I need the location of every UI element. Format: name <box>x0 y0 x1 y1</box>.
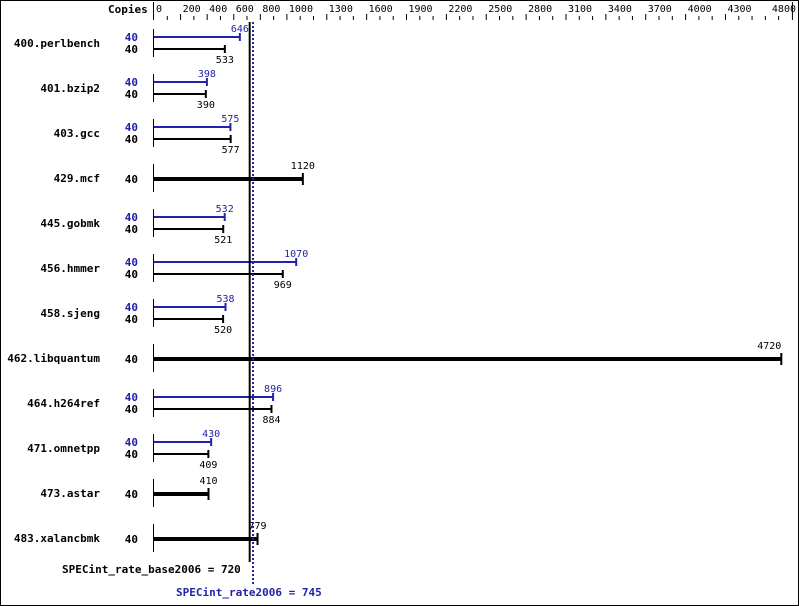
tick-label: 1300 <box>329 4 353 15</box>
peak-copies: 40 <box>125 301 138 314</box>
base-value: 1120 <box>291 161 315 172</box>
benchmark-label: 458.sjeng <box>40 307 100 320</box>
tick-label: 800 <box>262 4 280 15</box>
peak-copies: 40 <box>125 391 138 404</box>
benchmark-label: 403.gcc <box>54 127 100 140</box>
base-value: 577 <box>222 145 240 156</box>
base-copies: 40 <box>125 313 138 326</box>
axis-label: Copies <box>108 3 148 16</box>
peak-value: 532 <box>216 204 234 215</box>
base-copies: 40 <box>125 403 138 416</box>
peak-copies: 40 <box>125 31 138 44</box>
tick-label: 4800 <box>772 4 796 15</box>
tick-label: 3100 <box>568 4 592 15</box>
tick-label: 600 <box>236 4 254 15</box>
tick-label: 2800 <box>528 4 552 15</box>
peak-copies: 40 <box>125 436 138 449</box>
base-value: 884 <box>262 415 280 426</box>
tick-label: 4000 <box>688 4 712 15</box>
benchmark-label: 473.astar <box>40 487 100 500</box>
benchmark-label: 483.xalancbmk <box>14 532 100 545</box>
base-copies: 40 <box>125 88 138 101</box>
peak-copies: 40 <box>125 256 138 269</box>
benchmark-label: 429.mcf <box>54 172 100 185</box>
base-value: 521 <box>214 235 232 246</box>
peak-value: 1070 <box>284 249 308 260</box>
base-value: 410 <box>199 476 217 487</box>
tick-label: 400 <box>209 4 227 15</box>
benchmark-label: 471.omnetpp <box>27 442 100 455</box>
tick-label: 2500 <box>488 4 512 15</box>
tick-label: 2200 <box>448 4 472 15</box>
benchmark-label: 464.h264ref <box>27 397 100 410</box>
base-copies: 40 <box>125 43 138 56</box>
benchmark-label: 456.hmmer <box>40 262 100 275</box>
benchmark-label: 462.libquantum <box>7 352 100 365</box>
base-value: 4720 <box>757 341 781 352</box>
benchmark-label: 445.gobmk <box>40 217 100 230</box>
peak-value: 430 <box>202 429 220 440</box>
peak-copies: 40 <box>125 121 138 134</box>
base-copies: 40 <box>125 533 138 546</box>
benchmark-label: 401.bzip2 <box>40 82 100 95</box>
tick-label: 3400 <box>608 4 632 15</box>
peak-value: 398 <box>198 69 216 80</box>
benchmark-label: 400.perlbench <box>14 37 100 50</box>
base-copies: 40 <box>125 488 138 501</box>
base-value: 409 <box>199 460 217 471</box>
base-copies: 40 <box>125 448 138 461</box>
peak-value: 646 <box>231 24 249 35</box>
base-value: 520 <box>214 325 232 336</box>
base-copies: 40 <box>125 173 138 186</box>
tick-label: 1600 <box>369 4 393 15</box>
base-summary-label: SPECint_rate_base2006 = 720 <box>62 563 241 576</box>
base-copies: 40 <box>125 268 138 281</box>
base-copies: 40 <box>125 133 138 146</box>
peak-copies: 40 <box>125 211 138 224</box>
base-copies: 40 <box>125 223 138 236</box>
peak-summary-label: SPECint_rate2006 = 745 <box>176 586 322 599</box>
base-value: 969 <box>274 280 292 291</box>
tick-label: 4300 <box>727 4 751 15</box>
tick-label: 200 <box>183 4 201 15</box>
peak-value: 575 <box>221 114 239 125</box>
base-value: 533 <box>216 55 234 66</box>
tick-label: 1900 <box>409 4 433 15</box>
tick-label: 3700 <box>648 4 672 15</box>
tick-label: 1000 <box>289 4 313 15</box>
base-value: 779 <box>248 521 266 532</box>
peak-copies: 40 <box>125 76 138 89</box>
peak-value: 538 <box>216 294 234 305</box>
tick-label: 0 <box>156 4 162 15</box>
peak-value: 896 <box>264 384 282 395</box>
base-copies: 40 <box>125 353 138 366</box>
base-value: 390 <box>197 100 215 111</box>
